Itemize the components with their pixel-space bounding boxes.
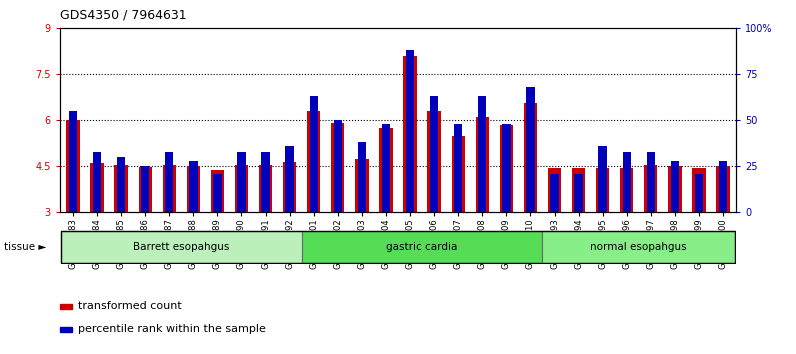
Bar (162, 165, 176, 212)
Bar (644, 165, 657, 212)
Bar (596, 168, 609, 212)
Bar (502, 124, 510, 212)
Bar (427, 111, 441, 212)
Bar (165, 152, 174, 212)
Bar (454, 124, 462, 212)
Bar (476, 117, 489, 212)
Bar (237, 152, 246, 212)
Bar (572, 168, 585, 212)
Bar (550, 174, 559, 212)
Text: GDS4350 / 7964631: GDS4350 / 7964631 (60, 9, 186, 22)
Bar (331, 124, 345, 212)
Bar (60, 304, 72, 309)
Bar (451, 136, 465, 212)
Bar (91, 163, 103, 212)
Text: percentile rank within the sample: percentile rank within the sample (78, 324, 266, 334)
Bar (575, 174, 583, 212)
Bar (693, 168, 705, 212)
Bar (355, 159, 369, 212)
Bar (406, 50, 414, 212)
Bar (187, 166, 200, 212)
Bar (671, 161, 679, 212)
Bar (404, 56, 416, 212)
Text: tissue ►: tissue ► (4, 242, 46, 252)
Bar (235, 165, 248, 212)
Bar (141, 166, 150, 212)
Bar (61, 231, 302, 263)
Bar (283, 162, 296, 212)
Bar (542, 231, 735, 263)
Bar (68, 111, 77, 212)
Bar (620, 168, 634, 212)
Text: Barrett esopahgus: Barrett esopahgus (133, 242, 229, 252)
Bar (115, 165, 127, 212)
Bar (548, 168, 561, 212)
Bar (695, 174, 703, 212)
Text: transformed count: transformed count (78, 301, 181, 311)
Bar (599, 146, 607, 212)
Bar (93, 152, 101, 212)
Bar (524, 103, 537, 212)
Bar (307, 111, 320, 212)
Bar (302, 231, 542, 263)
Bar (716, 166, 730, 212)
Bar (382, 124, 390, 212)
Bar (526, 87, 535, 212)
Bar (478, 96, 486, 212)
Bar (622, 152, 631, 212)
Bar (117, 157, 125, 212)
Bar (719, 161, 728, 212)
Text: normal esopahgus: normal esopahgus (591, 242, 687, 252)
Bar (430, 96, 439, 212)
Bar (60, 327, 72, 332)
Bar (286, 146, 294, 212)
Bar (669, 166, 681, 212)
Bar (334, 120, 342, 212)
Text: gastric cardia: gastric cardia (386, 242, 458, 252)
Bar (213, 174, 221, 212)
Bar (211, 170, 224, 212)
Bar (261, 152, 270, 212)
Bar (259, 165, 272, 212)
Bar (500, 125, 513, 212)
Bar (646, 152, 655, 212)
Bar (66, 120, 80, 212)
Bar (139, 167, 152, 212)
Bar (310, 96, 318, 212)
Bar (189, 161, 197, 212)
Bar (380, 128, 392, 212)
Bar (357, 142, 366, 212)
